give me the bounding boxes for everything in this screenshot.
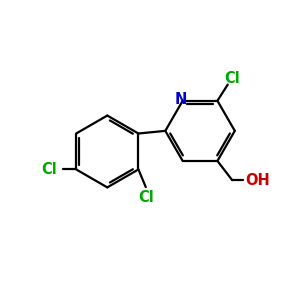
Text: Cl: Cl	[41, 162, 57, 177]
Text: Cl: Cl	[138, 190, 154, 205]
Text: OH: OH	[245, 172, 270, 188]
Text: N: N	[175, 92, 188, 107]
Text: Cl: Cl	[224, 71, 240, 86]
